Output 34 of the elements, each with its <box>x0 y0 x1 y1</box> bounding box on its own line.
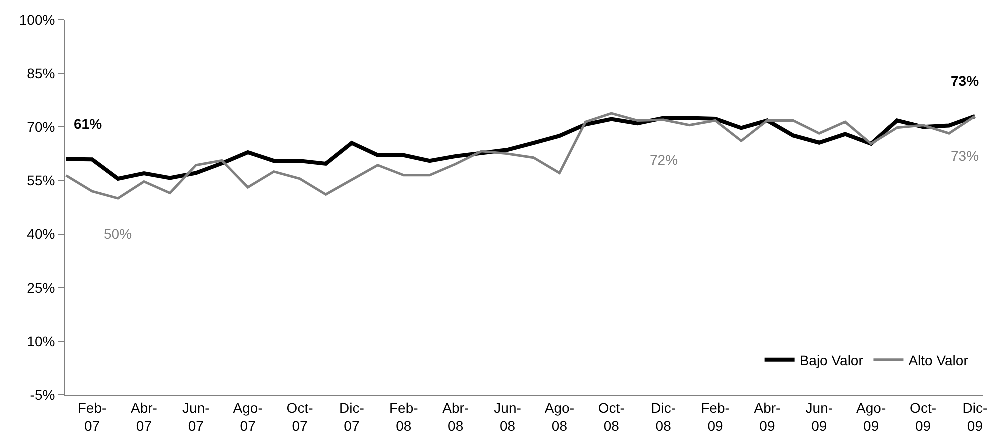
x-tick-label: Dic- 07 <box>340 400 365 434</box>
y-tick-label: 70% <box>27 119 56 136</box>
x-tick-label: Dic- 09 <box>962 400 988 434</box>
x-tick-label: Abr- 07 <box>130 400 158 434</box>
x-tick-label: Ago- 07 <box>233 400 264 434</box>
x-tick-label: Feb- 08 <box>389 400 419 434</box>
x-tick-label: Dic- 08 <box>651 400 676 434</box>
legend-label: Alto Valor <box>908 352 969 368</box>
x-tick-label: Ago- 09 <box>856 400 886 434</box>
x-tick-label: Jun- 07 <box>182 400 210 434</box>
line-series <box>65 114 978 181</box>
y-tick-label: -5% <box>30 386 56 403</box>
annotation: 50% <box>104 226 132 242</box>
y-tick-label: 85% <box>27 65 56 82</box>
annotation: 72% <box>650 152 678 168</box>
y-tick-label: 40% <box>27 226 56 242</box>
legend-label: Bajo Valor <box>800 352 864 368</box>
x-tick-label: Oct- 09 <box>910 400 937 434</box>
x-tick-label: Feb- 07 <box>78 400 107 434</box>
y-tick-label: 25% <box>27 280 56 296</box>
x-tick-label: Abr- 08 <box>442 400 470 434</box>
y-tick-label: 10% <box>27 333 56 350</box>
annotation: 73% <box>951 148 980 164</box>
x-tick-label: Abr- 09 <box>754 400 782 434</box>
x-tick-label: Oct- 08 <box>598 400 626 434</box>
x-tick-label: Ago- 08 <box>544 400 575 434</box>
y-tick-label: 100% <box>19 12 56 28</box>
x-tick-label: Jun- 09 <box>806 400 834 434</box>
y-tick-label: 55% <box>27 172 56 189</box>
x-tick-label: Jun- 08 <box>494 400 522 434</box>
annotation: 73% <box>951 73 980 89</box>
x-tick-label: Oct- 07 <box>286 400 314 434</box>
annotation: 61% <box>74 116 103 132</box>
x-tick-label: Feb- 09 <box>701 400 730 434</box>
